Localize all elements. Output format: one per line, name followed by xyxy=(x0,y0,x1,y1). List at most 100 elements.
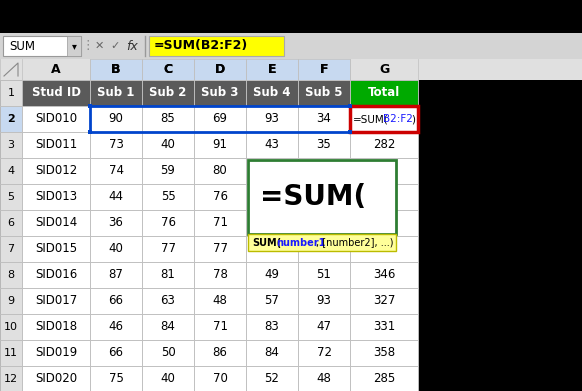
Bar xyxy=(194,106,246,132)
Bar xyxy=(90,59,142,80)
Text: SID010: SID010 xyxy=(35,113,77,126)
Bar xyxy=(90,106,142,132)
Bar xyxy=(246,184,298,210)
Text: 3: 3 xyxy=(8,140,15,150)
Text: 66: 66 xyxy=(108,294,123,307)
Bar xyxy=(0,210,22,236)
Bar xyxy=(194,59,246,80)
Text: 86: 86 xyxy=(212,346,228,359)
Text: 87: 87 xyxy=(109,269,123,282)
Bar xyxy=(22,340,90,366)
Text: Sub 3: Sub 3 xyxy=(201,86,239,99)
Bar xyxy=(0,236,22,262)
Text: Sub 5: Sub 5 xyxy=(305,86,343,99)
Bar xyxy=(142,262,194,288)
Bar xyxy=(22,106,90,132)
Bar xyxy=(90,288,142,314)
Bar xyxy=(194,210,246,236)
Bar xyxy=(350,314,418,340)
Text: 83: 83 xyxy=(265,321,279,334)
Bar xyxy=(88,104,92,108)
Text: 80: 80 xyxy=(212,165,228,178)
Text: 34: 34 xyxy=(317,113,331,126)
Bar xyxy=(246,236,298,262)
Bar xyxy=(246,288,298,314)
Text: 46: 46 xyxy=(108,321,123,334)
Text: fx: fx xyxy=(126,39,138,52)
Bar xyxy=(194,262,246,288)
Bar xyxy=(22,210,90,236)
Text: 81: 81 xyxy=(161,269,175,282)
Bar xyxy=(142,59,194,80)
Bar xyxy=(194,236,246,262)
Text: D: D xyxy=(215,63,225,76)
Text: 84: 84 xyxy=(161,321,175,334)
Text: ): ) xyxy=(411,114,415,124)
Text: SID014: SID014 xyxy=(35,217,77,230)
Text: 47: 47 xyxy=(317,321,332,334)
Text: E: E xyxy=(268,63,276,76)
Text: 63: 63 xyxy=(161,294,175,307)
Bar xyxy=(0,314,22,340)
Bar xyxy=(298,106,350,132)
Text: 55: 55 xyxy=(161,190,175,203)
Text: 40: 40 xyxy=(109,242,123,255)
Text: 6: 6 xyxy=(8,218,15,228)
Bar xyxy=(90,158,142,184)
Bar xyxy=(350,106,418,132)
Bar xyxy=(298,158,350,184)
Bar xyxy=(67,36,81,56)
Bar xyxy=(0,366,22,391)
Bar xyxy=(142,106,194,132)
Text: SID020: SID020 xyxy=(35,373,77,386)
Text: Sub 2: Sub 2 xyxy=(150,86,187,99)
Text: =SUM(: =SUM( xyxy=(353,114,389,124)
Text: SUM: SUM xyxy=(9,39,35,52)
Bar xyxy=(418,59,582,391)
Bar xyxy=(3,36,81,56)
Text: 48: 48 xyxy=(317,373,331,386)
Text: 91: 91 xyxy=(212,138,228,151)
Bar xyxy=(22,314,90,340)
Bar xyxy=(90,236,142,262)
Text: ✓: ✓ xyxy=(111,41,120,51)
Bar xyxy=(194,80,246,106)
Text: 40: 40 xyxy=(161,138,175,151)
Text: 358: 358 xyxy=(373,346,395,359)
Bar xyxy=(88,130,92,134)
Bar xyxy=(298,262,350,288)
Bar xyxy=(350,80,418,106)
Text: =SUM(: =SUM( xyxy=(260,183,366,211)
Bar xyxy=(0,158,22,184)
Text: 5: 5 xyxy=(8,192,15,202)
Text: 8: 8 xyxy=(8,270,15,280)
Bar xyxy=(90,132,142,158)
Text: 49: 49 xyxy=(264,269,279,282)
Bar xyxy=(350,184,418,210)
Text: F: F xyxy=(320,63,328,76)
Text: 72: 72 xyxy=(317,346,332,359)
Bar xyxy=(90,340,142,366)
Bar xyxy=(350,210,418,236)
Bar xyxy=(0,80,22,106)
Bar xyxy=(298,314,350,340)
Bar xyxy=(90,262,142,288)
Bar xyxy=(0,262,22,288)
Text: SID011: SID011 xyxy=(35,138,77,151)
Bar xyxy=(0,33,582,59)
Text: 78: 78 xyxy=(212,269,228,282)
Bar xyxy=(90,314,142,340)
Bar xyxy=(248,160,396,234)
Text: 76: 76 xyxy=(212,190,228,203)
Text: SID017: SID017 xyxy=(35,294,77,307)
Text: ⋮: ⋮ xyxy=(81,39,94,52)
Bar xyxy=(350,158,418,184)
Bar xyxy=(22,184,90,210)
Text: 52: 52 xyxy=(265,373,279,386)
Bar xyxy=(350,288,418,314)
Text: 282: 282 xyxy=(373,138,395,151)
Bar xyxy=(90,210,142,236)
Text: 69: 69 xyxy=(212,113,228,126)
Bar xyxy=(142,236,194,262)
Bar xyxy=(298,80,350,106)
